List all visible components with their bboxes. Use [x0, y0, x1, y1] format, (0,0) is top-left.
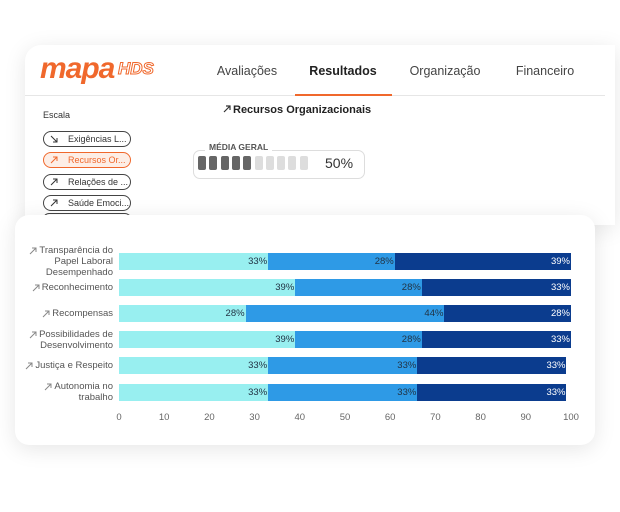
media-label: MÉDIA GERAL [205, 142, 273, 152]
meter-segment [209, 156, 218, 170]
bar-segment: 28% [295, 331, 422, 349]
nav-item[interactable]: Resultados [309, 64, 377, 78]
nav-underline [295, 94, 392, 96]
meter-segment [231, 156, 240, 170]
pill-label: Relações de ... [68, 176, 129, 187]
arrow-icon [29, 331, 37, 338]
bar-segment: 33% [417, 357, 567, 375]
category-label: Possibilidades de Desenvolvimento [39, 328, 113, 351]
x-tick-label: 30 [249, 412, 260, 423]
bar-segment: 39% [394, 252, 571, 270]
bar-segment: 33% [119, 383, 269, 401]
bar-segment: 33% [417, 383, 567, 401]
scale-pill[interactable]: Exigências L... [43, 131, 131, 147]
category-label: Transparência do Papel Laboral Desempenh… [39, 244, 113, 278]
value-label: 39% [550, 255, 570, 267]
logo: mapa [40, 52, 115, 85]
x-tick-label: 90 [520, 412, 532, 423]
value-label: 28% [225, 307, 245, 319]
bar-segment: 44% [245, 304, 445, 322]
bar-segment: 33% [119, 357, 269, 375]
arrow-icon [50, 199, 58, 207]
meter-segment [220, 156, 229, 170]
value-label: 28% [401, 334, 421, 346]
category-label: Justiça e Respeito [35, 360, 113, 372]
x-tick-label: 10 [158, 412, 170, 423]
value-label: 39% [275, 281, 295, 293]
value-label: 39% [275, 334, 295, 346]
logo-suffix: HDS [118, 59, 155, 79]
bar-segment: 33% [268, 357, 418, 375]
media-value: 50% [325, 155, 354, 171]
value-label: 33% [550, 334, 570, 346]
meter-segment [243, 156, 252, 170]
meter-segment [299, 156, 308, 170]
value-label: 28% [374, 255, 394, 267]
x-tick-label: 100 [563, 412, 579, 423]
bar-segment: 33% [421, 278, 571, 296]
bar-segment: 39% [119, 331, 296, 349]
media-box [193, 150, 365, 179]
value-label: 28% [401, 281, 421, 293]
meter-segment [198, 156, 206, 170]
scale-pill[interactable]: Saúde Emoci... [43, 194, 131, 211]
scale-pill[interactable]: Recursos Or... [43, 152, 131, 169]
bar-segment: 39% [119, 278, 296, 296]
value-label: 33% [550, 281, 570, 293]
bar-segment: 28% [444, 304, 571, 322]
value-label: 33% [546, 386, 566, 398]
bar-segment: 33% [119, 252, 269, 270]
arrow-icon [32, 284, 40, 292]
value-label: 28% [550, 307, 570, 319]
x-tick-label: 70 [430, 412, 441, 423]
category-label: Recompensas [52, 307, 113, 319]
x-tick-label: 0 [116, 412, 122, 423]
category-label: Autonomia no trabalho [54, 381, 113, 403]
bar-segment: 28% [119, 304, 246, 322]
x-tick-label: 20 [204, 412, 215, 423]
arrow-icon [45, 383, 52, 391]
bar-segment: 28% [295, 278, 422, 296]
nav-item[interactable]: Financeiro [515, 64, 575, 78]
scale-pill[interactable]: Relações de ... [43, 173, 131, 190]
meter-segment [277, 156, 286, 170]
meter-segment [265, 156, 274, 170]
x-tick-label: 60 [384, 412, 396, 423]
value-label: 33% [546, 360, 566, 372]
arrow-icon [223, 105, 231, 113]
bar-segment: 33% [268, 383, 418, 401]
pill-label: Saúde Emoci... [68, 197, 130, 208]
value-label: 33% [397, 360, 417, 372]
bar-segment: 28% [268, 252, 395, 270]
nav-item[interactable]: Avaliações [216, 64, 278, 78]
value-label: 33% [248, 360, 268, 372]
value-label: 33% [248, 255, 268, 267]
arrow-icon [26, 362, 33, 370]
pill-label: Recursos Or... [68, 155, 126, 166]
arrow-icon [30, 247, 37, 254]
meter-segment [288, 156, 297, 170]
x-tick-label: 80 [475, 412, 486, 423]
value-label: 33% [397, 386, 417, 398]
arrow-icon [50, 156, 58, 164]
category-label: Reconhecimento [41, 281, 113, 293]
value-label: 33% [248, 386, 268, 398]
value-label: 44% [424, 307, 444, 319]
nav-item[interactable]: Organização [409, 64, 481, 78]
arrow-icon [50, 178, 58, 185]
pill-label: Exigências L... [68, 134, 127, 144]
arrow-icon [42, 310, 50, 318]
heading: Recursos Organizacionais [233, 104, 372, 116]
x-tick-label: 40 [294, 412, 306, 423]
sidebar-title: Escala [43, 110, 71, 120]
meter-segment [254, 156, 263, 170]
x-tick-label: 50 [339, 412, 351, 423]
bar-segment: 33% [421, 331, 571, 349]
arrow-icon [50, 135, 58, 143]
